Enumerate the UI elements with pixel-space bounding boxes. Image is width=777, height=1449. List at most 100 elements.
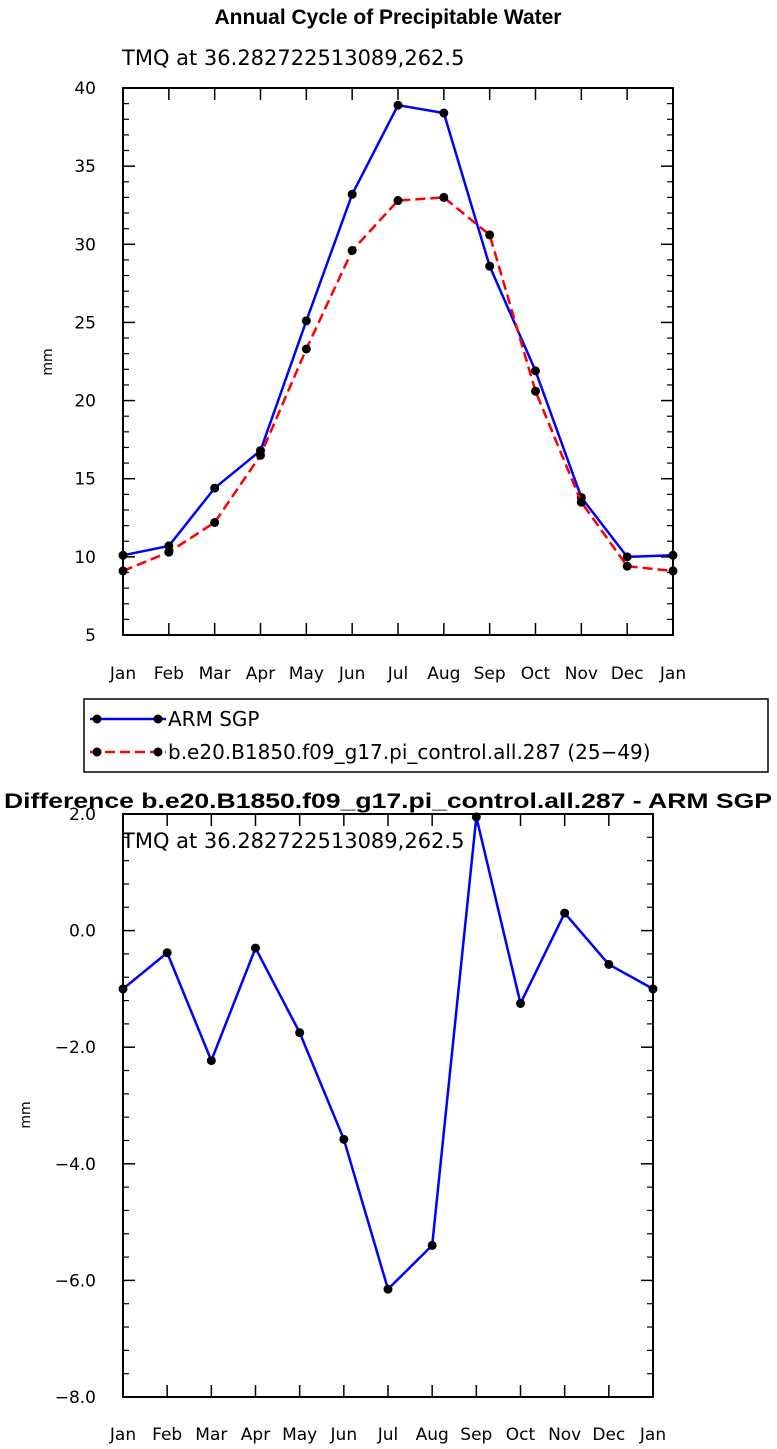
series-layer: [118, 812, 658, 1294]
data-point: [251, 943, 260, 953]
data-point: [162, 948, 172, 958]
data-point: [393, 100, 403, 110]
y-tick-label: 25: [74, 313, 96, 333]
x-tick-label: Mar: [195, 1425, 227, 1445]
y-tick-label: 5: [85, 626, 96, 646]
x-tick-label: May: [289, 664, 324, 684]
x-tick-label: Jan: [109, 664, 136, 684]
data-point: [560, 908, 570, 918]
plot-frame: [122, 813, 654, 1398]
data-point: [118, 550, 128, 560]
y-axis-label: mm: [40, 348, 56, 375]
plot-frame: [122, 87, 674, 636]
x-tick-label: Nov: [548, 1425, 581, 1445]
series-line-0: [122, 103, 674, 559]
legend-label: ARM SGP: [168, 707, 259, 731]
y-tick-label: −4.0: [55, 1155, 96, 1175]
data-point: [622, 552, 632, 562]
data-point: [210, 483, 220, 493]
y-tick-label: 35: [74, 157, 96, 177]
legend: ARM SGP b.e20.B1850.f09_g17.pi_control.a…: [83, 698, 769, 773]
chart-title: Difference b.e20.B1850.f09_g17.pi_contro…: [4, 790, 772, 813]
data-point: [471, 812, 481, 822]
data-point: [648, 984, 658, 994]
data-point: [531, 366, 540, 376]
x-tick-label: Feb: [154, 664, 184, 684]
legend-marker: [153, 714, 163, 724]
data-point: [622, 561, 632, 571]
data-point: [383, 1284, 393, 1294]
x-tick-label: Dec: [611, 664, 644, 684]
legend-entry-arm-sgp: ARM SGP: [90, 707, 259, 731]
x-tick-label: Sep: [460, 1425, 492, 1445]
data-point: [485, 230, 495, 240]
legend-entry-model: b.e20.B1850.f09_g17.pi_control.all.287 (…: [90, 740, 651, 764]
x-tick-label: Jun: [338, 664, 366, 684]
y-tick-label: 15: [74, 470, 96, 490]
x-tick-label: May: [282, 1425, 317, 1445]
data-point: [295, 1028, 305, 1038]
legend-marker: [92, 747, 102, 757]
x-tick-label: Apr: [246, 664, 275, 684]
y-axis-label: mm: [18, 1101, 34, 1128]
legend-marker: [92, 714, 102, 724]
y-tick-label: 0.0: [69, 922, 96, 942]
data-point: [256, 450, 265, 460]
x-tick-label: Mar: [199, 664, 231, 684]
data-point: [164, 541, 174, 551]
data-point: [118, 984, 128, 994]
x-tick-label: Aug: [427, 664, 460, 684]
legend-marker: [153, 747, 163, 757]
data-point: [604, 959, 614, 969]
data-point: [339, 1134, 349, 1144]
legend-label: b.e20.B1850.f09_g17.pi_control.all.287 (…: [168, 740, 651, 764]
data-point: [427, 1240, 437, 1250]
data-point: [439, 108, 449, 118]
x-tick-label: Jan: [659, 664, 686, 684]
series-layer: [118, 100, 678, 576]
y-tick-label: −2.0: [55, 1038, 96, 1058]
annual-cycle-chart: Annual Cycle of Precipitable Water TMQ a…: [40, 6, 686, 684]
data-point: [485, 261, 495, 271]
axes: Jan Feb Mar Apr May Jun Jul Aug Sep Oct Nov Dec Jan 5…: [74, 79, 686, 684]
y-tick-label: 10: [74, 548, 96, 568]
y-tick-label: 30: [74, 235, 96, 255]
axes: Jan Feb Mar Apr May Jun Jul Aug Sep Oct Nov Dec Jan−…: [55, 805, 666, 1445]
data-point: [347, 189, 357, 199]
data-point: [210, 517, 220, 527]
chart-subtitle: TMQ at 36.282722513089,262.5: [121, 829, 464, 853]
y-tick-label: −8.0: [55, 1388, 96, 1408]
data-point: [301, 316, 311, 326]
data-point: [118, 566, 128, 576]
x-tick-label: Jun: [330, 1425, 358, 1445]
series-line-0: [122, 815, 654, 1291]
x-tick-label: Jul: [387, 664, 409, 684]
data-point: [347, 246, 357, 256]
chart-subtitle: TMQ at 36.282722513089,262.5: [121, 46, 464, 70]
data-point: [164, 547, 174, 557]
y-tick-label: −6.0: [55, 1271, 96, 1291]
data-point: [668, 566, 678, 576]
data-point: [393, 196, 403, 206]
x-tick-label: Sep: [474, 664, 506, 684]
data-point: [301, 344, 311, 354]
y-tick-label: 20: [74, 392, 96, 412]
x-tick-label: Oct: [521, 664, 551, 684]
data-point: [531, 386, 540, 396]
y-tick-label: 2.0: [69, 805, 96, 825]
data-point: [668, 550, 678, 560]
x-tick-label: Apr: [241, 1425, 270, 1445]
data-point: [576, 497, 586, 507]
x-tick-label: Jan: [109, 1425, 136, 1445]
series-line-1: [122, 196, 674, 573]
chart-title: Annual Cycle of Precipitable Water: [215, 6, 562, 29]
y-tick-label: 40: [74, 79, 96, 99]
x-tick-label: Jan: [639, 1425, 666, 1445]
data-point: [516, 998, 525, 1008]
difference-chart: Difference b.e20.B1850.f09_g17.pi_contro…: [4, 790, 772, 1445]
x-tick-label: Feb: [152, 1425, 182, 1445]
x-tick-label: Nov: [565, 664, 598, 684]
x-tick-label: Jul: [377, 1425, 399, 1445]
data-point: [206, 1056, 216, 1066]
